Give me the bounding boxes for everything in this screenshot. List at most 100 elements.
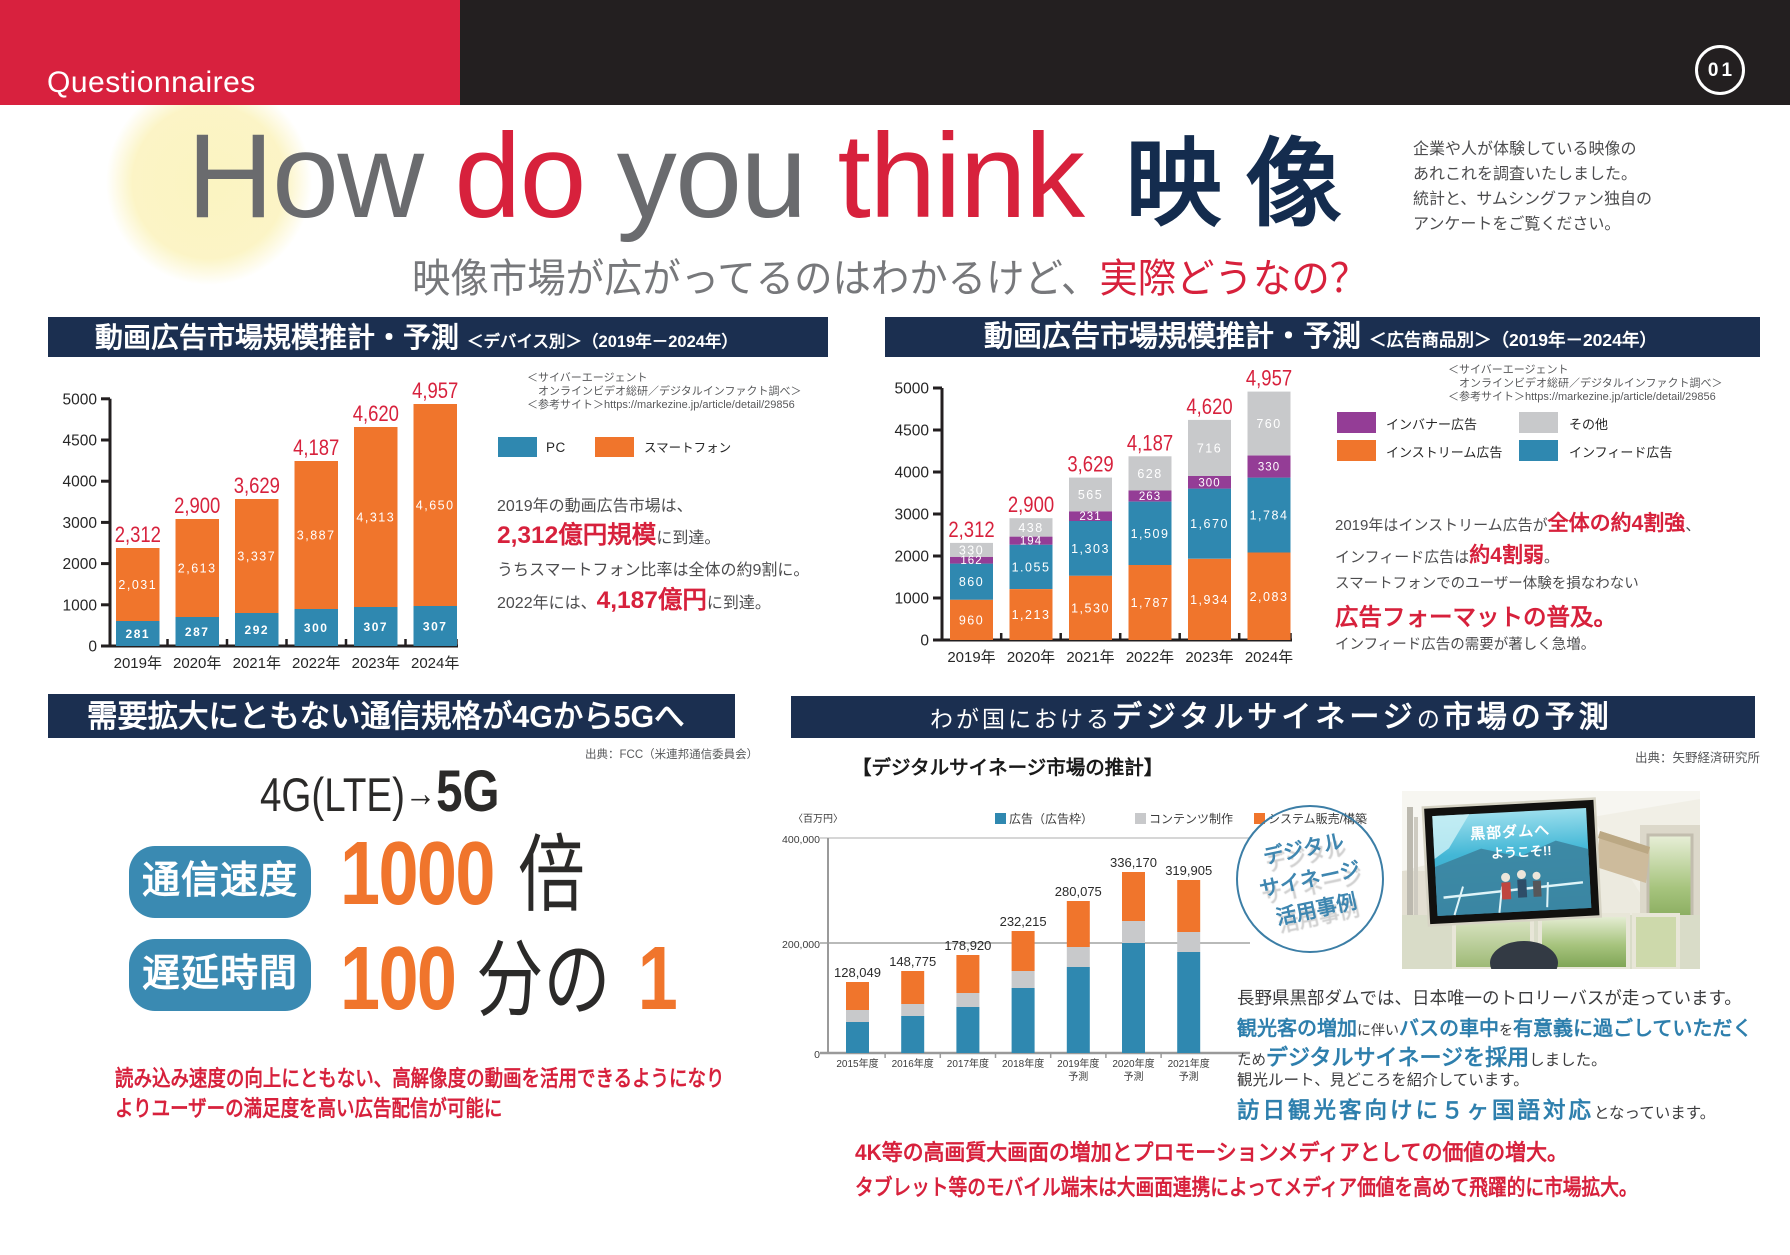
svg-text:1,213: 1,213 <box>1012 608 1051 622</box>
svg-text:インストリーム広告: インストリーム広告 <box>1386 445 1502 460</box>
svg-text:3,629: 3,629 <box>1067 453 1113 477</box>
svg-text:2,083: 2,083 <box>1250 590 1289 604</box>
svg-text:2,613: 2,613 <box>178 562 217 576</box>
svg-text:1,784: 1,784 <box>1250 509 1289 523</box>
svg-text:4,620: 4,620 <box>353 403 399 427</box>
svg-text:〈百万円〉: 〈百万円〉 <box>793 813 843 825</box>
svg-text:2024年: 2024年 <box>411 655 459 672</box>
svg-text:1,670: 1,670 <box>1190 517 1229 531</box>
svg-text:広告（広告枠）: 広告（広告枠） <box>1009 812 1093 826</box>
svg-text:コンテンツ制作: コンテンツ制作 <box>1149 812 1233 826</box>
svg-text:3000: 3000 <box>63 515 98 532</box>
svg-text:その他: その他 <box>1569 417 1608 432</box>
svg-text:1,509: 1,509 <box>1131 527 1170 541</box>
svg-text:2018年度: 2018年度 <box>1002 1057 1044 1070</box>
svg-text:716: 716 <box>1197 442 1222 456</box>
svg-text:330: 330 <box>959 543 984 557</box>
svg-text:1,787: 1,787 <box>1131 596 1170 610</box>
svg-text:予測: 予測 <box>1068 1070 1088 1083</box>
svg-text:予測: 予測 <box>1124 1070 1144 1083</box>
svg-text:2020年: 2020年 <box>173 655 221 672</box>
svg-text:5000: 5000 <box>895 381 930 398</box>
svg-text:2,312: 2,312 <box>115 524 161 548</box>
svg-text:565: 565 <box>1078 488 1103 502</box>
svg-text:319,905: 319,905 <box>1165 863 1212 878</box>
svg-text:2022年: 2022年 <box>292 655 340 672</box>
svg-text:162: 162 <box>960 555 982 567</box>
svg-text:1,303: 1,303 <box>1071 542 1110 556</box>
svg-text:4500: 4500 <box>63 433 98 450</box>
svg-text:1,530: 1,530 <box>1071 601 1110 615</box>
svg-text:281: 281 <box>126 627 151 641</box>
svg-text:2020年: 2020年 <box>1007 649 1055 666</box>
svg-text:336,170: 336,170 <box>1110 855 1157 870</box>
svg-text:2017年度: 2017年度 <box>947 1057 989 1070</box>
svg-text:2019年: 2019年 <box>114 655 162 672</box>
svg-text:292: 292 <box>245 623 270 637</box>
svg-text:2021年: 2021年 <box>233 655 281 672</box>
svg-text:＜サイバーエージェント: ＜サイバーエージェント <box>527 371 648 384</box>
svg-text:860: 860 <box>959 575 984 589</box>
svg-text:0: 0 <box>814 1049 820 1061</box>
svg-text:3,337: 3,337 <box>237 550 276 564</box>
svg-text:＜サイバーエージェント: ＜サイバーエージェント <box>1448 363 1569 376</box>
svg-text:231: 231 <box>1079 511 1101 523</box>
svg-text:960: 960 <box>959 613 984 627</box>
svg-text:4500: 4500 <box>895 423 930 440</box>
svg-text:232,215: 232,215 <box>1000 914 1047 929</box>
svg-text:760: 760 <box>1256 417 1281 431</box>
svg-text:2000: 2000 <box>63 556 98 573</box>
svg-text:287: 287 <box>185 625 210 639</box>
svg-text:2021年: 2021年 <box>1066 649 1114 666</box>
svg-text:194: 194 <box>1020 536 1042 548</box>
svg-text:3,629: 3,629 <box>234 475 280 499</box>
svg-text:4,620: 4,620 <box>1186 395 1232 419</box>
svg-text:2015年度: 2015年度 <box>836 1057 878 1070</box>
svg-text:2,031: 2,031 <box>118 578 157 592</box>
svg-text:2020年度: 2020年度 <box>1112 1057 1154 1070</box>
svg-text:4,187: 4,187 <box>293 437 339 461</box>
svg-text:2,312: 2,312 <box>948 518 994 542</box>
svg-text:178,920: 178,920 <box>944 938 991 953</box>
svg-text:2023年: 2023年 <box>1185 649 1233 666</box>
svg-text:200,000: 200,000 <box>782 939 820 951</box>
svg-text:黒部ダムへ: 黒部ダムへ <box>1470 821 1551 843</box>
svg-text:307: 307 <box>423 620 448 634</box>
svg-text:1000: 1000 <box>895 591 930 608</box>
svg-text:ようこそ!!: ようこそ!! <box>1491 843 1552 861</box>
svg-text:2019年度: 2019年度 <box>1057 1057 1099 1070</box>
svg-text:307: 307 <box>364 620 389 634</box>
svg-text:4,650: 4,650 <box>416 499 455 513</box>
svg-text:628: 628 <box>1137 467 1162 481</box>
svg-text:4,187: 4,187 <box>1127 432 1173 456</box>
svg-text:2,900: 2,900 <box>1008 494 1054 518</box>
svg-text:280,075: 280,075 <box>1055 884 1102 899</box>
svg-text:インフィード広告: インフィード広告 <box>1569 445 1672 460</box>
svg-text:＜参考サイト＞https://markezine.jp/ar: ＜参考サイト＞https://markezine.jp/article/deta… <box>1448 389 1716 403</box>
svg-text:1.055: 1.055 <box>1012 560 1051 574</box>
svg-text:300: 300 <box>1198 477 1220 489</box>
svg-text:2016年度: 2016年度 <box>892 1057 934 1070</box>
svg-text:オンラインビデオ総研／デジタルインファクト調べ＞: オンラインビデオ総研／デジタルインファクト調べ＞ <box>1448 376 1722 390</box>
svg-text:2024年: 2024年 <box>1245 649 1293 666</box>
svg-text:2019年: 2019年 <box>947 649 995 666</box>
svg-text:2023年: 2023年 <box>352 655 400 672</box>
svg-text:300: 300 <box>304 621 329 635</box>
svg-text:4,957: 4,957 <box>412 380 458 404</box>
svg-text:5000: 5000 <box>63 391 98 408</box>
svg-text:4000: 4000 <box>63 474 98 491</box>
svg-text:128,049: 128,049 <box>834 965 881 980</box>
svg-text:4,957: 4,957 <box>1246 367 1292 391</box>
svg-text:148,775: 148,775 <box>889 954 936 969</box>
svg-text:4,313: 4,313 <box>356 511 395 525</box>
svg-text:2,900: 2,900 <box>174 495 220 519</box>
svg-text:1,934: 1,934 <box>1190 593 1229 607</box>
svg-text:PC: PC <box>546 440 566 455</box>
svg-text:263: 263 <box>1139 491 1161 503</box>
svg-text:予測: 予測 <box>1179 1070 1199 1083</box>
svg-text:400,000: 400,000 <box>782 834 820 846</box>
svg-text:2022年: 2022年 <box>1126 649 1174 666</box>
svg-text:2021年度: 2021年度 <box>1168 1057 1210 1070</box>
svg-text:スマートフォン: スマートフォン <box>644 441 731 455</box>
svg-text:＜参考サイト＞https://markezine.jp/ar: ＜参考サイト＞https://markezine.jp/article/deta… <box>527 397 795 411</box>
